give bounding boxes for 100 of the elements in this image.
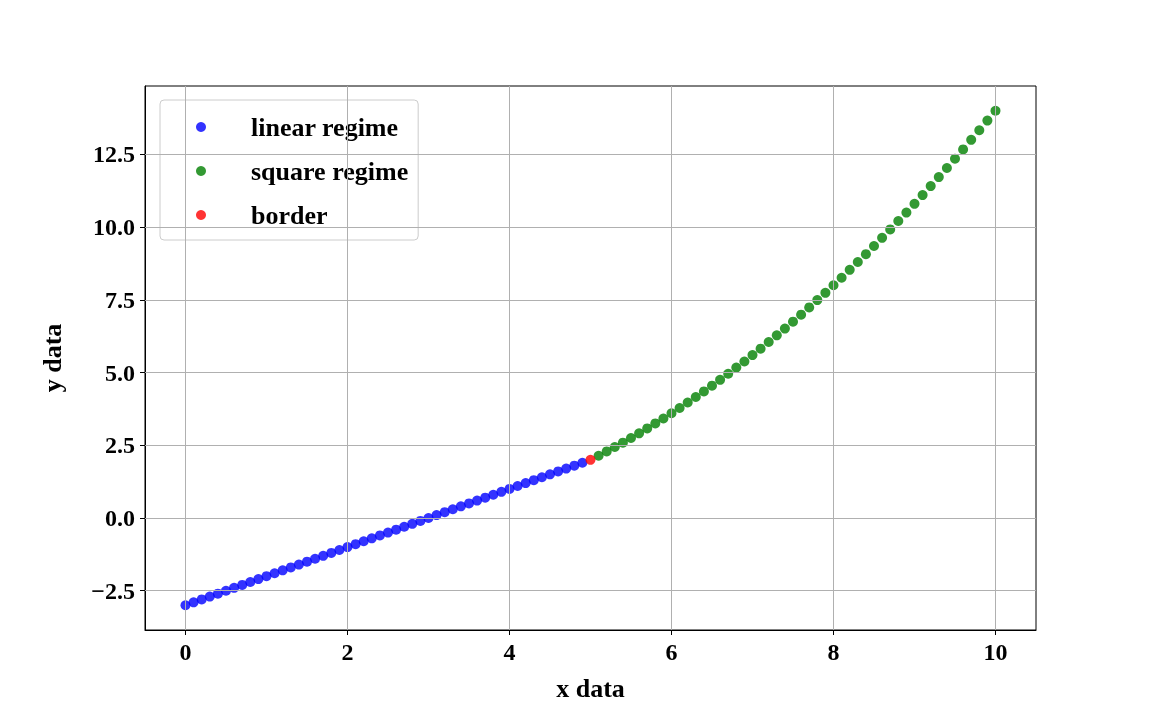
- point: [496, 486, 507, 497]
- point: [933, 172, 944, 183]
- x-tick-label: 8: [827, 639, 840, 665]
- point: [520, 478, 531, 489]
- point: [439, 507, 450, 518]
- legend-label: linear regime: [251, 112, 399, 142]
- point: [820, 287, 831, 298]
- point: [715, 374, 726, 385]
- point: [310, 553, 321, 564]
- x-tick-label: 4: [503, 639, 516, 665]
- point: [261, 571, 272, 582]
- point: [642, 423, 653, 434]
- point: [707, 380, 717, 391]
- point: [747, 350, 758, 361]
- point: [966, 134, 977, 145]
- point: [204, 591, 215, 602]
- point: [941, 163, 952, 174]
- point: [350, 539, 361, 550]
- y-tick-label: 2.5: [105, 432, 135, 459]
- point: [374, 530, 385, 541]
- point: [674, 403, 685, 414]
- point: [698, 386, 709, 397]
- point: [553, 466, 564, 477]
- y-axis-title: y data: [37, 323, 67, 393]
- point: [771, 330, 782, 341]
- point: [682, 397, 693, 408]
- point: [391, 524, 402, 535]
- y-tick-label: 10.0: [93, 214, 135, 241]
- point: [561, 463, 572, 474]
- point: [536, 472, 547, 483]
- point: [334, 545, 345, 555]
- point: [293, 559, 304, 570]
- point: [318, 550, 329, 561]
- point: [480, 492, 491, 503]
- point: [188, 597, 199, 608]
- point: [358, 536, 369, 547]
- point: [788, 316, 798, 327]
- point: [731, 362, 742, 373]
- point: [196, 594, 207, 605]
- point: [302, 556, 312, 567]
- point: [958, 144, 969, 155]
- x-tick-label: 10: [983, 639, 1008, 665]
- legend-label: border: [251, 200, 328, 230]
- point: [982, 115, 993, 126]
- point: [601, 446, 612, 457]
- point: [909, 198, 920, 209]
- point: [626, 433, 636, 443]
- point: [285, 562, 296, 573]
- x-tick-label: 0: [179, 639, 192, 665]
- point: [852, 257, 863, 267]
- point: [779, 323, 790, 334]
- point: [860, 249, 871, 260]
- point: [836, 272, 847, 283]
- point: [269, 568, 280, 579]
- point: [901, 207, 912, 218]
- point: [812, 295, 823, 306]
- point: [763, 337, 774, 347]
- point: [237, 579, 248, 590]
- point: [950, 153, 960, 164]
- point: [399, 521, 410, 532]
- point: [650, 418, 661, 429]
- point: [877, 232, 888, 243]
- point: [245, 577, 256, 587]
- y-tick-label: 0.0: [105, 505, 135, 531]
- point: [634, 428, 645, 439]
- point: [577, 457, 588, 468]
- point: [925, 181, 936, 192]
- point: [407, 518, 418, 529]
- point: [545, 469, 555, 480]
- point: [869, 241, 879, 251]
- point: [658, 413, 669, 424]
- point: [447, 504, 458, 515]
- point: [383, 527, 393, 538]
- y-tick-label: 7.5: [105, 286, 135, 313]
- point: [844, 264, 855, 275]
- point: [593, 450, 604, 461]
- y-tick-label: 5.0: [105, 359, 135, 386]
- point: [893, 215, 904, 226]
- point: [464, 498, 474, 509]
- x-axis-title: x data: [556, 673, 625, 703]
- point: [455, 501, 466, 512]
- point: [488, 489, 499, 500]
- point: [974, 125, 985, 136]
- point: [528, 475, 539, 486]
- point: [569, 460, 580, 471]
- point: [917, 190, 928, 201]
- point: [326, 547, 337, 558]
- point: [755, 343, 766, 354]
- legend-label: square regime: [251, 156, 409, 186]
- point: [804, 302, 815, 313]
- point: [739, 356, 750, 367]
- x-tick-label: 6: [665, 639, 678, 665]
- point: [796, 309, 807, 320]
- point: [585, 454, 596, 465]
- y-tick-label: 12.5: [93, 141, 135, 168]
- point: [512, 481, 523, 491]
- point: [277, 565, 288, 576]
- y-tick-label: −2.5: [91, 577, 135, 604]
- point: [690, 391, 701, 402]
- point: [472, 495, 483, 506]
